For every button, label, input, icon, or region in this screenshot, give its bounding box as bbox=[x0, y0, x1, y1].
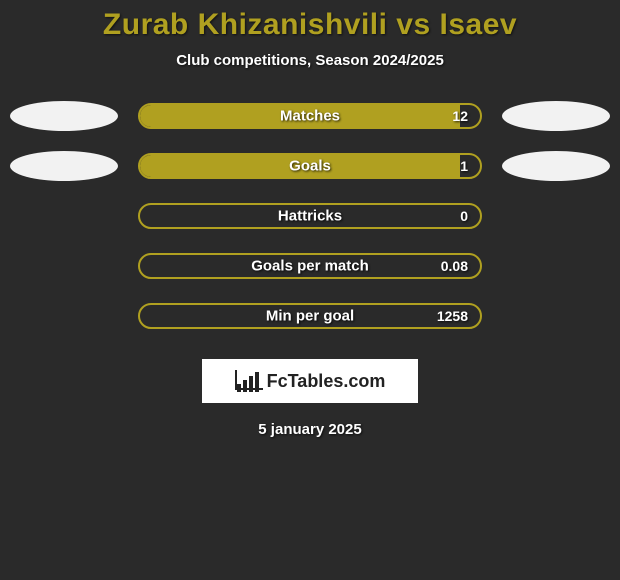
stat-value: 1 bbox=[460, 158, 468, 174]
stat-value: 0.08 bbox=[441, 258, 468, 274]
stat-label: Hattricks bbox=[278, 208, 342, 225]
stat-bar: Goals 1 bbox=[138, 153, 482, 179]
stat-label: Min per goal bbox=[266, 308, 354, 325]
stat-bar: Min per goal 1258 bbox=[138, 303, 482, 329]
source-logo: FcTables.com bbox=[202, 359, 418, 403]
stat-row: Goals per match 0.08 bbox=[0, 251, 620, 281]
subtitle: Club competitions, Season 2024/2025 bbox=[0, 52, 620, 69]
stat-label: Goals per match bbox=[251, 258, 369, 275]
stat-rows: Matches 12 Goals 1 Hattricks 0 Goals per match… bbox=[0, 101, 620, 331]
stat-row: Matches 12 bbox=[0, 101, 620, 131]
right-player-marker bbox=[502, 151, 610, 181]
stat-row: Goals 1 bbox=[0, 151, 620, 181]
stat-label: Goals bbox=[289, 158, 331, 175]
logo-text: FcTables.com bbox=[267, 371, 386, 392]
stat-bar: Hattricks 0 bbox=[138, 203, 482, 229]
stat-label: Matches bbox=[280, 108, 340, 125]
stat-value: 1258 bbox=[437, 308, 468, 324]
page-title: Zurab Khizanishvili vs Isaev bbox=[0, 8, 620, 42]
comparison-card: Zurab Khizanishvili vs Isaev Club compet… bbox=[0, 0, 620, 438]
stat-bar: Matches 12 bbox=[138, 103, 482, 129]
stat-row: Min per goal 1258 bbox=[0, 301, 620, 331]
stat-row: Hattricks 0 bbox=[0, 201, 620, 231]
left-player-marker bbox=[10, 151, 118, 181]
right-player-marker bbox=[502, 101, 610, 131]
stat-bar: Goals per match 0.08 bbox=[138, 253, 482, 279]
stat-value: 12 bbox=[452, 108, 468, 124]
bar-chart-icon bbox=[235, 370, 261, 392]
stat-value: 0 bbox=[460, 208, 468, 224]
left-player-marker bbox=[10, 101, 118, 131]
date-text: 5 january 2025 bbox=[0, 421, 620, 438]
